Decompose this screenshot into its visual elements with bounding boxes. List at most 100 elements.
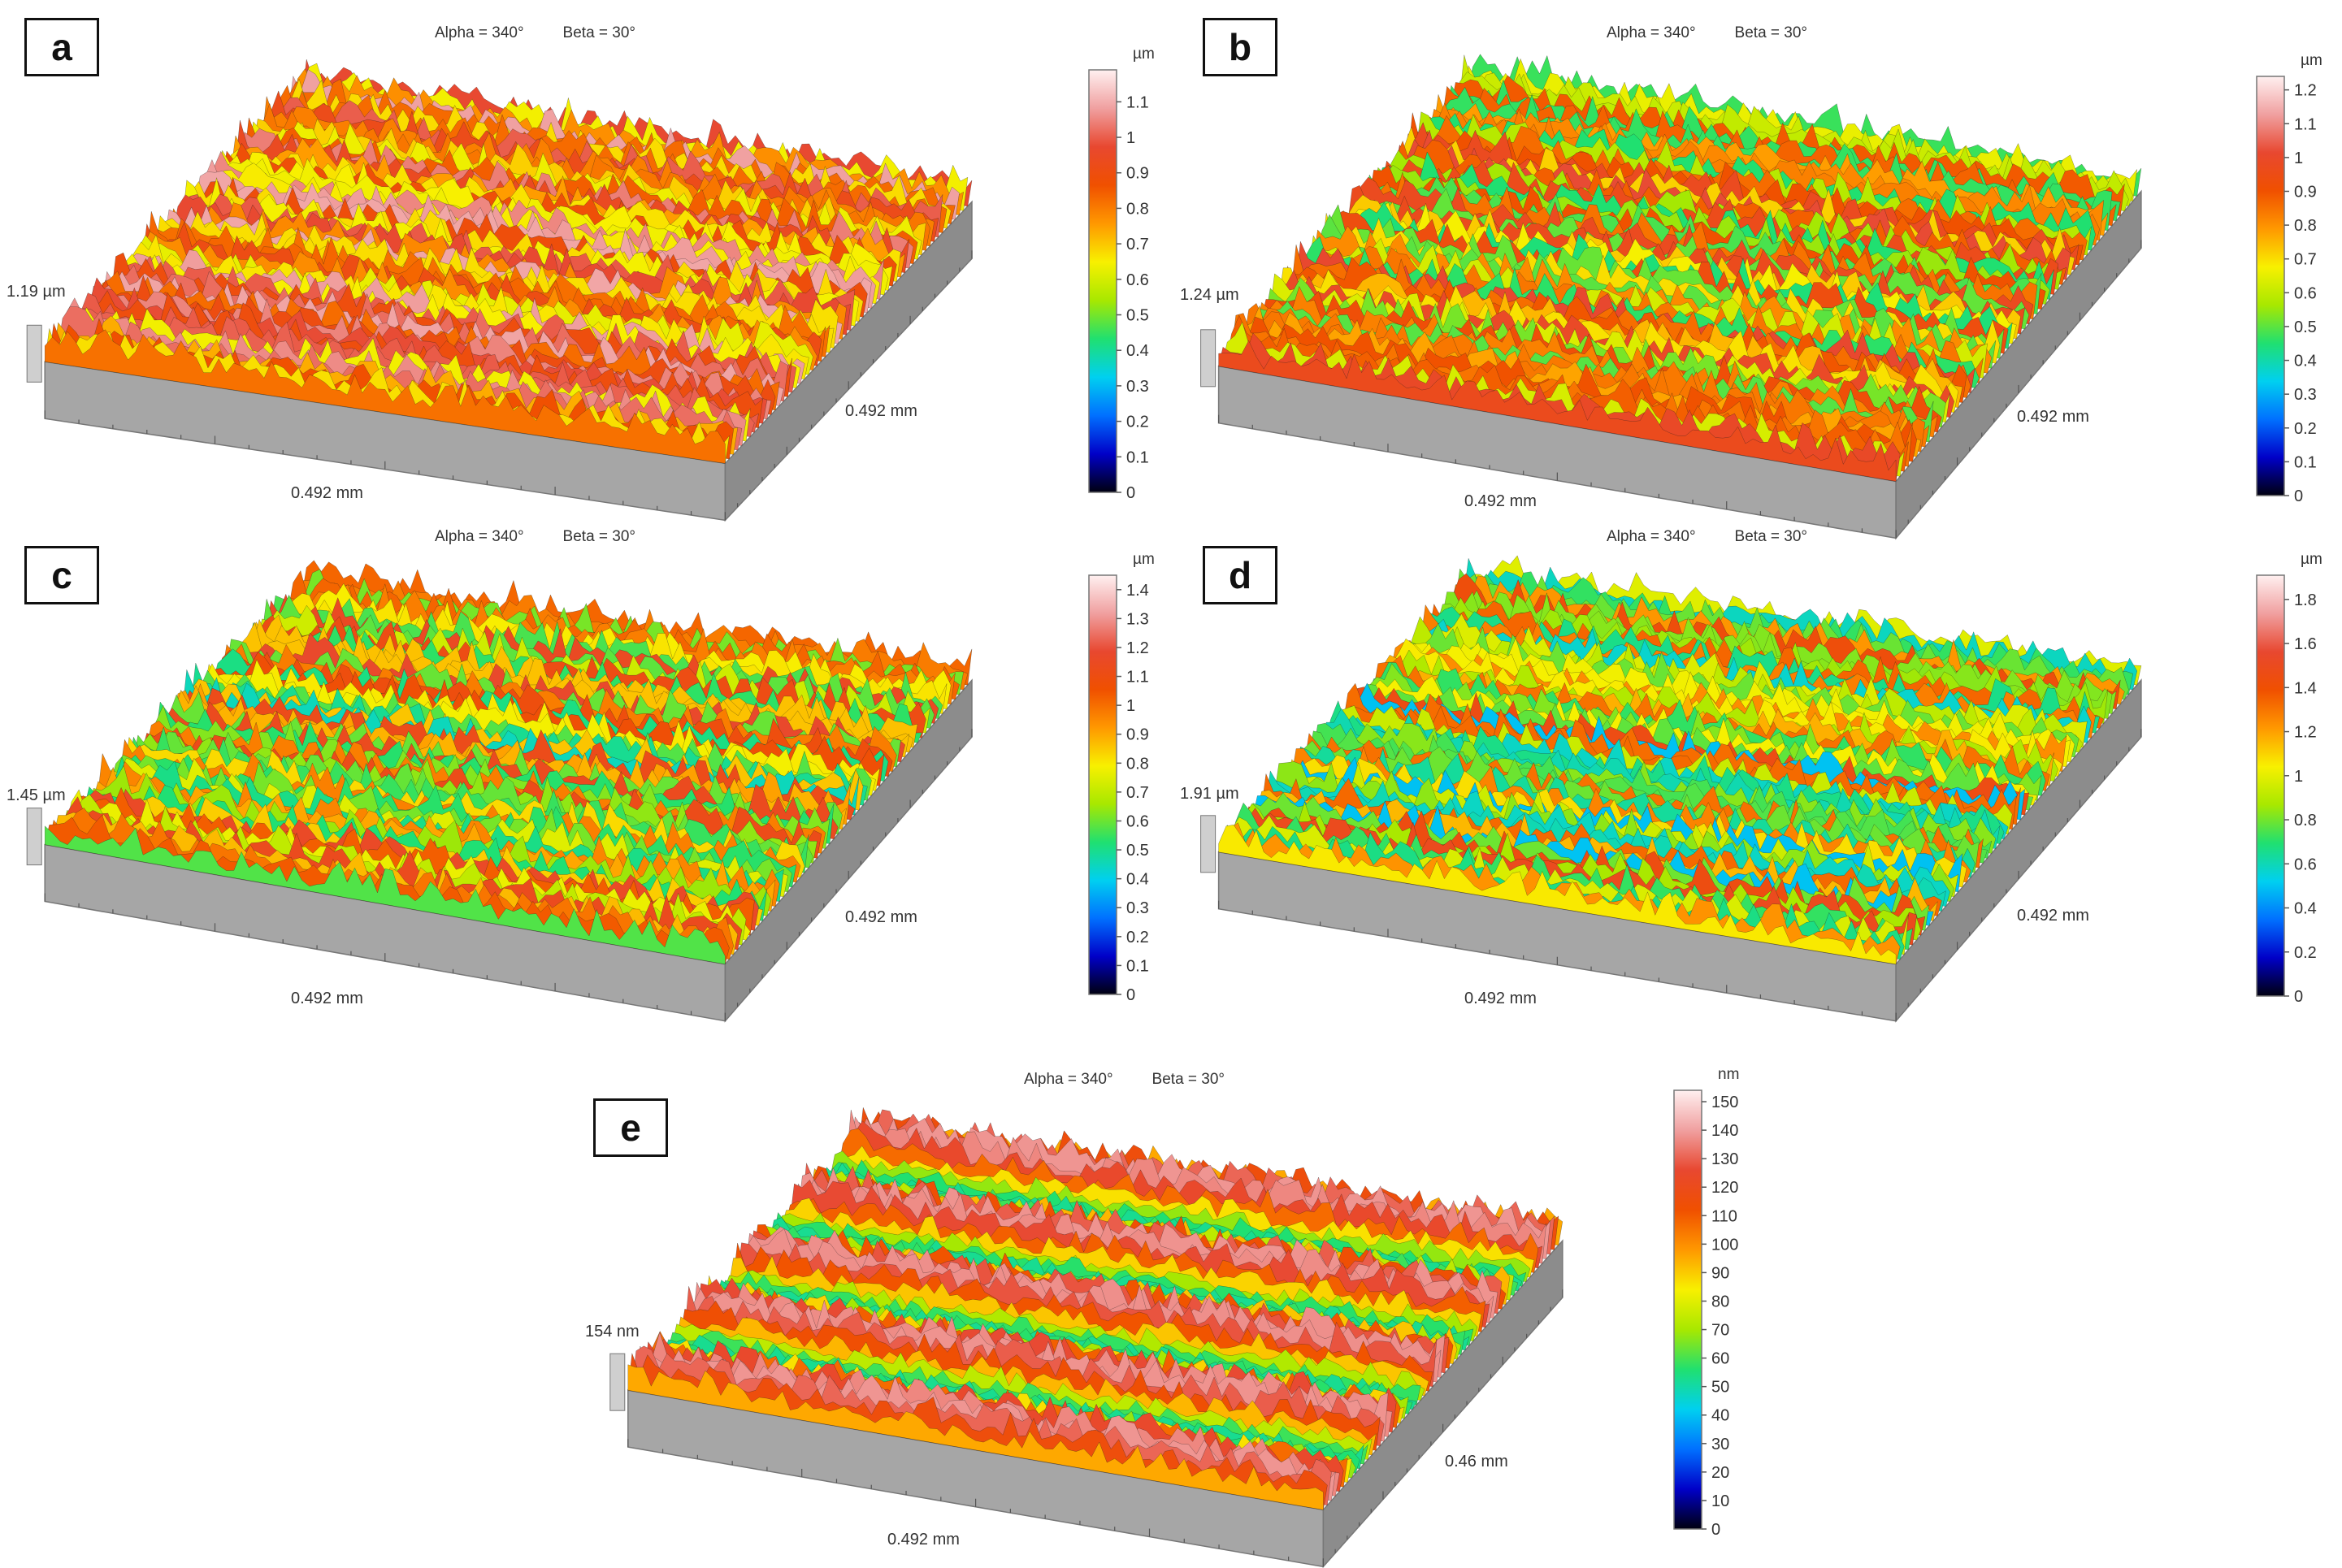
surface-strip <box>44 825 726 965</box>
scale-tick-label: 140 <box>1711 1122 1738 1140</box>
scale-tick-label: 10 <box>1711 1492 1729 1510</box>
scale-tick-label: 20 <box>1711 1464 1729 1482</box>
scale-tick-label: 110 <box>1711 1207 1737 1225</box>
scale-tick-label: 0.1 <box>1126 957 1149 975</box>
scale-tick-label: 0.2 <box>1126 414 1149 431</box>
y-length-label: 0.492 mm <box>2017 907 2089 925</box>
scale-tick-label: 80 <box>1711 1293 1729 1310</box>
scale-tick-label: 0.2 <box>2294 944 2317 962</box>
scale-tick-label: 0.7 <box>1126 236 1149 253</box>
scale-bar-b: 1.2 1.1 1 0.9 0.8 0.7 0.6 0.5 0.4 0.3 0.2 0.1 0 <box>2256 76 2317 505</box>
scale-tick-label: 0.4 <box>1126 871 1149 889</box>
scale-tick-label: 0.3 <box>2294 386 2317 404</box>
scale-tick-label: 70 <box>1711 1322 1729 1340</box>
surface-strip <box>831 1150 1531 1282</box>
scale-tick-label: 0.9 <box>1126 165 1149 183</box>
y-length-label: 0.492 mm <box>845 402 917 420</box>
scale-tick-label: 0.2 <box>2294 420 2317 438</box>
z-axis-bar <box>609 1353 626 1411</box>
scale-tick-label: 0.9 <box>1126 726 1149 744</box>
scale-tick-label: 120 <box>1711 1179 1738 1197</box>
z-axis-bar <box>1200 329 1217 388</box>
x-length-label: 0.492 mm <box>1464 492 1537 510</box>
z-height-label: 154 nm <box>585 1323 640 1341</box>
scale-tick-label: 0.3 <box>1126 899 1149 917</box>
scale-tick-label: 1 <box>1126 129 1135 147</box>
alpha-angle: Alpha = 340° <box>1607 528 1696 545</box>
scale-tick-label: 0.6 <box>2294 284 2317 302</box>
z-height-label: 1.19 µm <box>7 283 66 301</box>
z-axis-bar <box>1200 815 1217 873</box>
x-length-label: 0.492 mm <box>291 484 363 502</box>
surface-strip <box>1218 825 1897 965</box>
x-length-label: 0.492 mm <box>887 1531 960 1549</box>
scale-tick-label: 0.7 <box>2294 251 2317 269</box>
scale-tick-label: 100 <box>1711 1236 1738 1254</box>
z-axis-bar <box>26 808 42 866</box>
alpha-angle: Alpha = 340° <box>435 528 524 545</box>
x-length-label: 0.492 mm <box>291 990 363 1007</box>
scale-tick-label: 0.2 <box>1126 929 1149 946</box>
z-height-label: 1.91 µm <box>1180 785 1239 803</box>
scale-tick-label: 0.6 <box>1126 812 1149 830</box>
beta-angle: Beta = 30° <box>1734 528 1808 545</box>
beta-angle: Beta = 30° <box>1734 24 1808 41</box>
scale-tick-label: 1.2 <box>2294 82 2317 100</box>
color-scale-a: µm 1.1 1 0.9 0.8 0.7 0.6 0.5 0.4 0.3 0.2 0.1 0 <box>1088 45 1170 510</box>
z-height-label: 1.45 µm <box>7 786 66 804</box>
scale-tick-label: 0 <box>2294 988 2303 1006</box>
scale-tick-label: 0.7 <box>1126 784 1149 802</box>
scale-tick-label: 1.1 <box>2294 115 2317 133</box>
view-angles-c: Alpha = 340° Beta = 30° <box>435 528 635 546</box>
scale-unit-label: µm <box>1133 551 1155 568</box>
panel-d: d Alpha = 340° Beta = 30° 1.91 µm 0.492 m… <box>1172 528 2342 1032</box>
panel-label-a: a <box>24 18 99 76</box>
alpha-angle: Alpha = 340° <box>435 24 524 41</box>
scale-tick-label: 0.1 <box>2294 453 2317 471</box>
panel-b: b Alpha = 340° Beta = 30° 1.24 µm 0.492 m… <box>1172 0 2342 540</box>
scale-tick-label: 1.2 <box>1126 639 1149 657</box>
scale-tick-label: 1 <box>2294 149 2303 167</box>
panel-label-c: c <box>24 546 99 604</box>
scale-tick-label: 0.4 <box>1126 342 1149 360</box>
scale-gradient <box>1673 1089 1702 1530</box>
surface-strip <box>44 329 726 464</box>
panel-a: a Alpha = 340° Beta = 30° 1.19 µm 0.492 m… <box>0 0 1170 528</box>
scale-gradient <box>2256 76 2285 496</box>
scale-tick-label: 0.5 <box>1126 307 1149 325</box>
scale-unit-label: µm <box>2301 551 2322 568</box>
scale-tick-label: 1.6 <box>2294 635 2317 653</box>
color-scale-e: nm 150 140 130 120 110 100 90 80 70 60 50 40 30 20 10 0 <box>1673 1066 1755 1547</box>
scale-tick-label: 0 <box>1711 1521 1720 1539</box>
scale-tick-label: 0.1 <box>1126 448 1149 466</box>
alpha-angle: Alpha = 340° <box>1024 1071 1113 1088</box>
surface-plot-c <box>26 560 973 1023</box>
beta-angle: Beta = 30° <box>562 528 636 545</box>
scale-tick-label: 0.8 <box>2294 812 2317 829</box>
scale-gradient <box>1088 69 1117 493</box>
scale-tick-label: 150 <box>1711 1094 1738 1111</box>
scale-unit-label: µm <box>2301 52 2322 69</box>
scale-tick-label: 60 <box>1711 1350 1729 1368</box>
scale-tick-label: 0 <box>2294 487 2303 505</box>
y-length-label: 0.46 mm <box>1445 1453 1508 1471</box>
scale-tick-label: 0.8 <box>1126 755 1149 773</box>
scale-tick-label: 0.4 <box>2294 353 2317 370</box>
scale-tick-label: 1.8 <box>2294 591 2317 609</box>
color-scale-c: µm 1.4 1.3 1.2 1.1 1 0.9 0.8 0.7 0.6 0.5 0.4 0.3 0.2 0… <box>1088 551 1170 1016</box>
panel-e: e Alpha = 340° Beta = 30° 154 nm 0.492 mm… <box>585 1056 1755 1568</box>
scale-tick-label: 1.3 <box>1126 610 1149 628</box>
y-length-label: 0.492 mm <box>2017 408 2089 426</box>
beta-angle: Beta = 30° <box>562 24 636 41</box>
view-angles-a: Alpha = 340° Beta = 30° <box>435 24 635 42</box>
surface-plot-e <box>609 1107 1564 1568</box>
scale-unit-label: nm <box>1718 1066 1740 1083</box>
scale-tick-label: 1.1 <box>1126 669 1149 687</box>
scale-tick-label: 1.2 <box>2294 724 2317 742</box>
scale-tick-label: 1.4 <box>2294 679 2317 697</box>
scale-tick-label: 40 <box>1711 1407 1729 1425</box>
scale-tick-label: 0.5 <box>1126 842 1149 860</box>
view-angles-b: Alpha = 340° Beta = 30° <box>1607 24 1807 42</box>
panel-c: c Alpha = 340° Beta = 30° 1.45 µm 0.492 m… <box>0 528 1170 1032</box>
scale-tick-label: 1.1 <box>1126 93 1149 111</box>
